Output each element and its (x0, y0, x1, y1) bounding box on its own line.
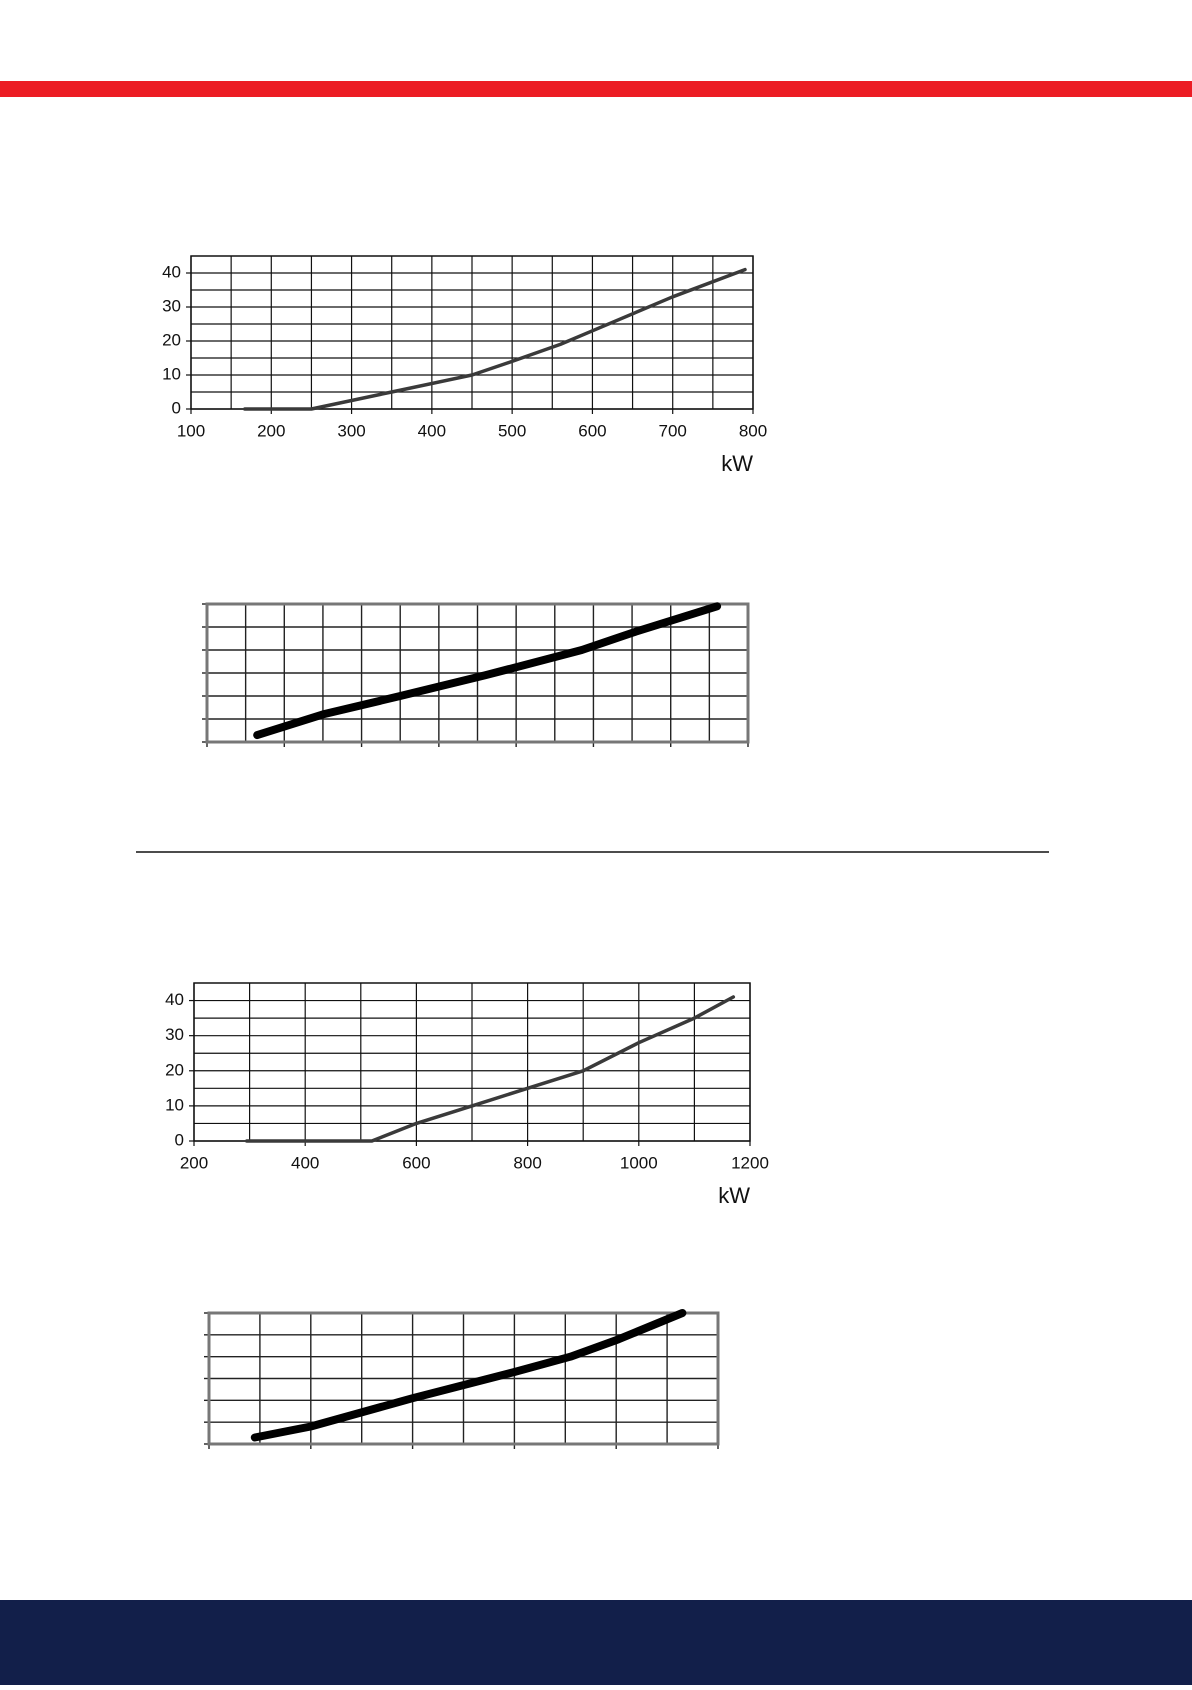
x-tick-label: 500 (498, 421, 526, 440)
y-tick-label: 30 (162, 296, 181, 315)
x-tick-label: 100 (177, 421, 205, 440)
plot-frame (207, 1311, 720, 1446)
x-tick-label: 600 (578, 421, 606, 440)
footer-bar (0, 1600, 1192, 1685)
x-tick-label: 1000 (620, 1153, 658, 1172)
y-tick-label: 0 (175, 1130, 184, 1149)
data-line (250, 1309, 687, 1442)
x-tick-label: 200 (180, 1153, 208, 1172)
plot-frame (190, 255, 754, 410)
x-tick-label: 1200 (731, 1153, 769, 1172)
chart: 200 400 600 800 1000 1200 0 10 20 30 40 kW (165, 982, 769, 1208)
data-line (245, 995, 736, 1143)
y-tick-label: 20 (165, 1060, 184, 1079)
y-tick-label: 40 (162, 262, 181, 281)
x-tick-label: 400 (291, 1153, 319, 1172)
chart: 100 200 300 400 500 600 700 800 0 10 20 30 40 kW (162, 255, 767, 476)
x-axis-label: kW (721, 451, 753, 476)
y-tick-label: 20 (162, 330, 181, 349)
y-tick-label: 40 (165, 990, 184, 1009)
plot-frame (193, 982, 751, 1142)
x-tick-label: 800 (739, 421, 767, 440)
data-line (253, 602, 722, 740)
x-tick-label: 200 (257, 421, 285, 440)
chart (204, 1309, 720, 1449)
y-tick-label: 10 (162, 364, 181, 383)
x-tick-label: 600 (402, 1153, 430, 1172)
chart (202, 602, 750, 747)
y-tick-label: 30 (165, 1025, 184, 1044)
y-tick-label: 10 (165, 1095, 184, 1114)
plot-frame (205, 602, 750, 744)
x-tick-label: 400 (418, 421, 446, 440)
y-tick-label: 0 (172, 398, 181, 417)
data-line (243, 267, 747, 411)
x-tick-label: 300 (337, 421, 365, 440)
header-bar (0, 81, 1192, 97)
x-tick-label: 800 (513, 1153, 541, 1172)
x-tick-label: 700 (659, 421, 687, 440)
x-axis-label: kW (718, 1183, 750, 1208)
